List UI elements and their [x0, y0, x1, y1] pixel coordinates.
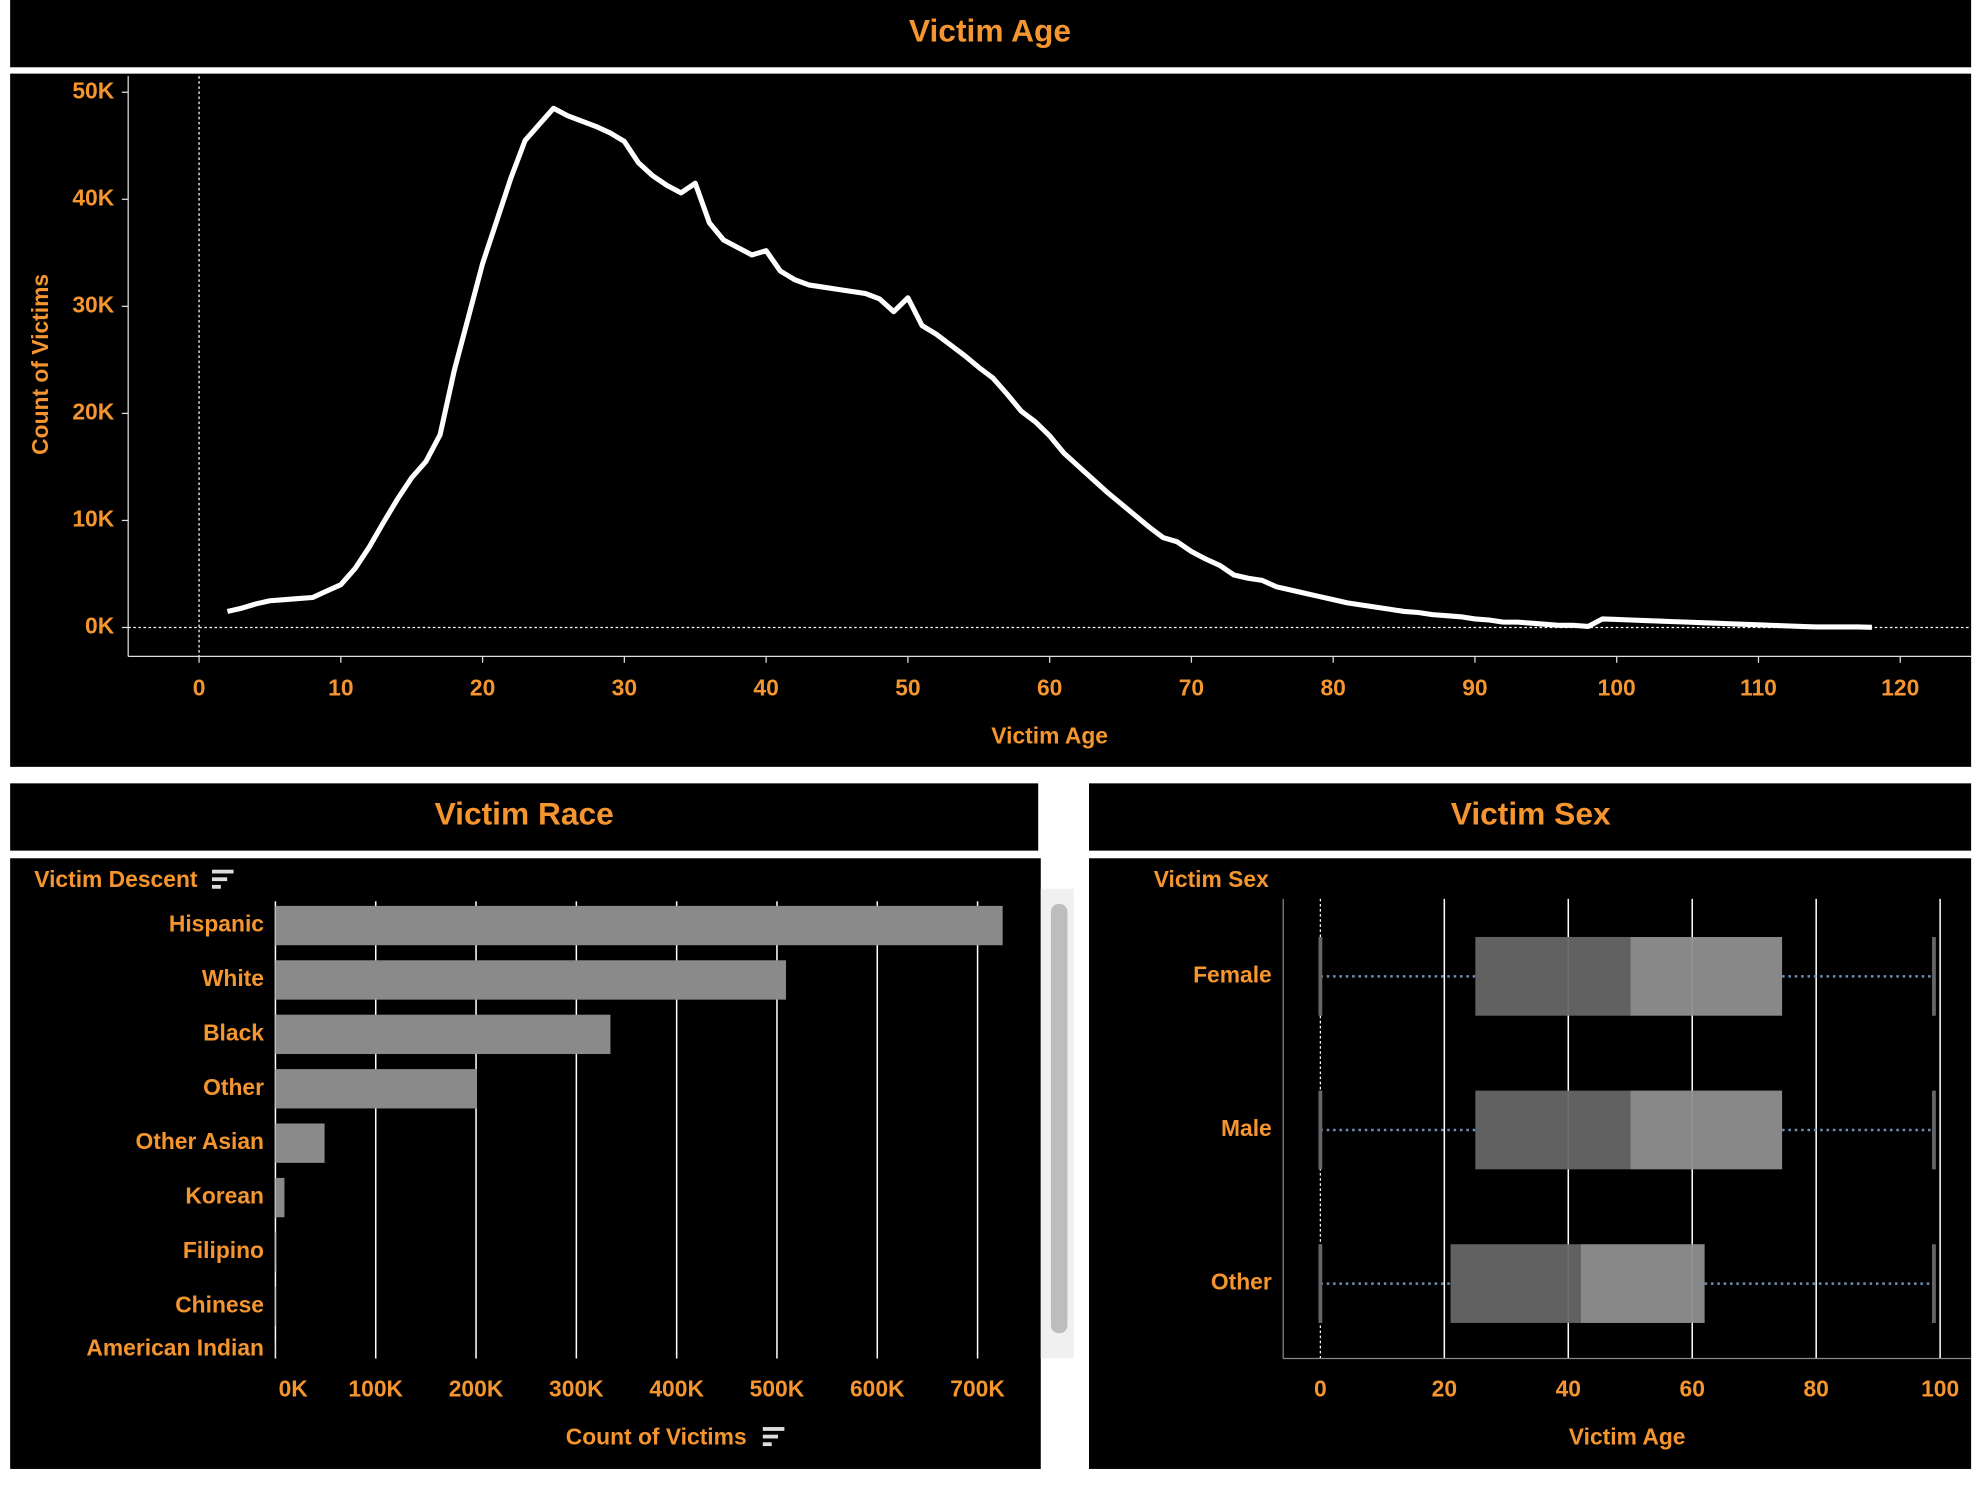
y-tick-label: 10K: [72, 505, 114, 531]
scrollbar-thumb[interactable]: [1050, 903, 1068, 1334]
bar: [275, 960, 786, 1000]
x-tick-label: 0K: [279, 1375, 309, 1401]
chart-title: Victim Race: [435, 796, 614, 832]
y-tick-label: 0K: [85, 613, 115, 639]
chart-title: Victim Age: [909, 12, 1071, 48]
y-axis-title: Victim Descent: [34, 866, 198, 892]
x-axis-title: Victim Age: [991, 723, 1108, 749]
x-tick-label: 100: [1598, 674, 1636, 700]
x-tick-label: 30: [612, 674, 637, 700]
bar: [275, 1123, 325, 1163]
x-tick-label: 300K: [549, 1375, 604, 1401]
title-panel: [10, 0, 1972, 68]
x-tick-label: 80: [1320, 674, 1345, 700]
chart-panel: [10, 858, 1041, 1469]
y-tick-label: Korean: [185, 1183, 264, 1209]
x-tick-label: 40: [1556, 1375, 1581, 1401]
sort-icon[interactable]: [211, 869, 234, 889]
y-tick-label: Other: [203, 1074, 264, 1100]
box-lower: [1475, 936, 1631, 1016]
bar: [275, 1177, 285, 1218]
x-tick-label: 70: [1179, 674, 1204, 700]
y-tick-label: Black: [203, 1019, 264, 1045]
x-axis-title: Victim Age: [1569, 1424, 1686, 1450]
x-tick-label: 120: [1881, 674, 1919, 700]
bar: [275, 1232, 277, 1272]
y-tick-label: 40K: [72, 184, 114, 210]
title-panel: [10, 783, 1039, 851]
y-tick-label: Hispanic: [169, 911, 264, 937]
x-tick-label: 20: [470, 674, 495, 700]
y-tick-label: 20K: [72, 398, 114, 424]
y-tick-label: Other: [1211, 1269, 1272, 1295]
box-upper: [1630, 1090, 1783, 1170]
x-tick-label: 10: [328, 674, 353, 700]
box-upper: [1580, 1244, 1705, 1323]
x-tick-label: 100K: [348, 1375, 403, 1401]
title-panel: [1089, 783, 1972, 851]
x-tick-label: 110: [1740, 674, 1777, 700]
y-tick-label: Filipino: [183, 1237, 264, 1263]
sort-icon[interactable]: [762, 1427, 785, 1447]
x-tick-label: 60: [1037, 674, 1062, 700]
x-tick-label: 600K: [850, 1375, 905, 1401]
x-tick-label: 0: [193, 674, 206, 700]
x-tick-label: 90: [1462, 674, 1487, 700]
x-tick-label: 100: [1921, 1375, 1959, 1401]
x-tick-label: 700K: [950, 1375, 1005, 1401]
y-tick-label: 30K: [72, 291, 114, 317]
y-tick-label: Other Asian: [135, 1128, 264, 1154]
y-tick-label: Male: [1221, 1115, 1272, 1141]
x-tick-label: 80: [1803, 1375, 1828, 1401]
line: [226, 105, 1872, 630]
bar: [275, 1069, 478, 1109]
chart-title: Victim Sex: [1451, 796, 1611, 832]
x-tick-label: 0: [1314, 1375, 1327, 1401]
x-tick-label: 20: [1432, 1375, 1457, 1401]
x-tick-label: 400K: [649, 1375, 704, 1401]
bar: [275, 1014, 611, 1055]
x-tick-label: 50: [895, 674, 920, 700]
y-axis-title: Victim Sex: [1154, 866, 1269, 892]
bar: [275, 1286, 276, 1327]
y-tick-label: Chinese: [175, 1291, 264, 1317]
x-tick-label: 500K: [750, 1375, 805, 1401]
box-lower: [1450, 1244, 1581, 1323]
bar: [275, 905, 1003, 946]
box-lower: [1475, 1090, 1631, 1170]
y-tick-label: White: [202, 965, 264, 991]
x-tick-label: 200K: [449, 1375, 504, 1401]
y-tick-label: American Indian: [86, 1335, 264, 1361]
box-upper: [1630, 936, 1783, 1016]
y-tick-label: Female: [1193, 961, 1272, 987]
x-axis-title: Count of Victims: [566, 1424, 747, 1450]
x-tick-label: 40: [753, 674, 778, 700]
y-axis-title: Count of Victims: [27, 274, 53, 455]
chart-panel: [10, 73, 1972, 767]
y-tick-label: 50K: [72, 77, 114, 103]
x-tick-label: 60: [1680, 1375, 1705, 1401]
